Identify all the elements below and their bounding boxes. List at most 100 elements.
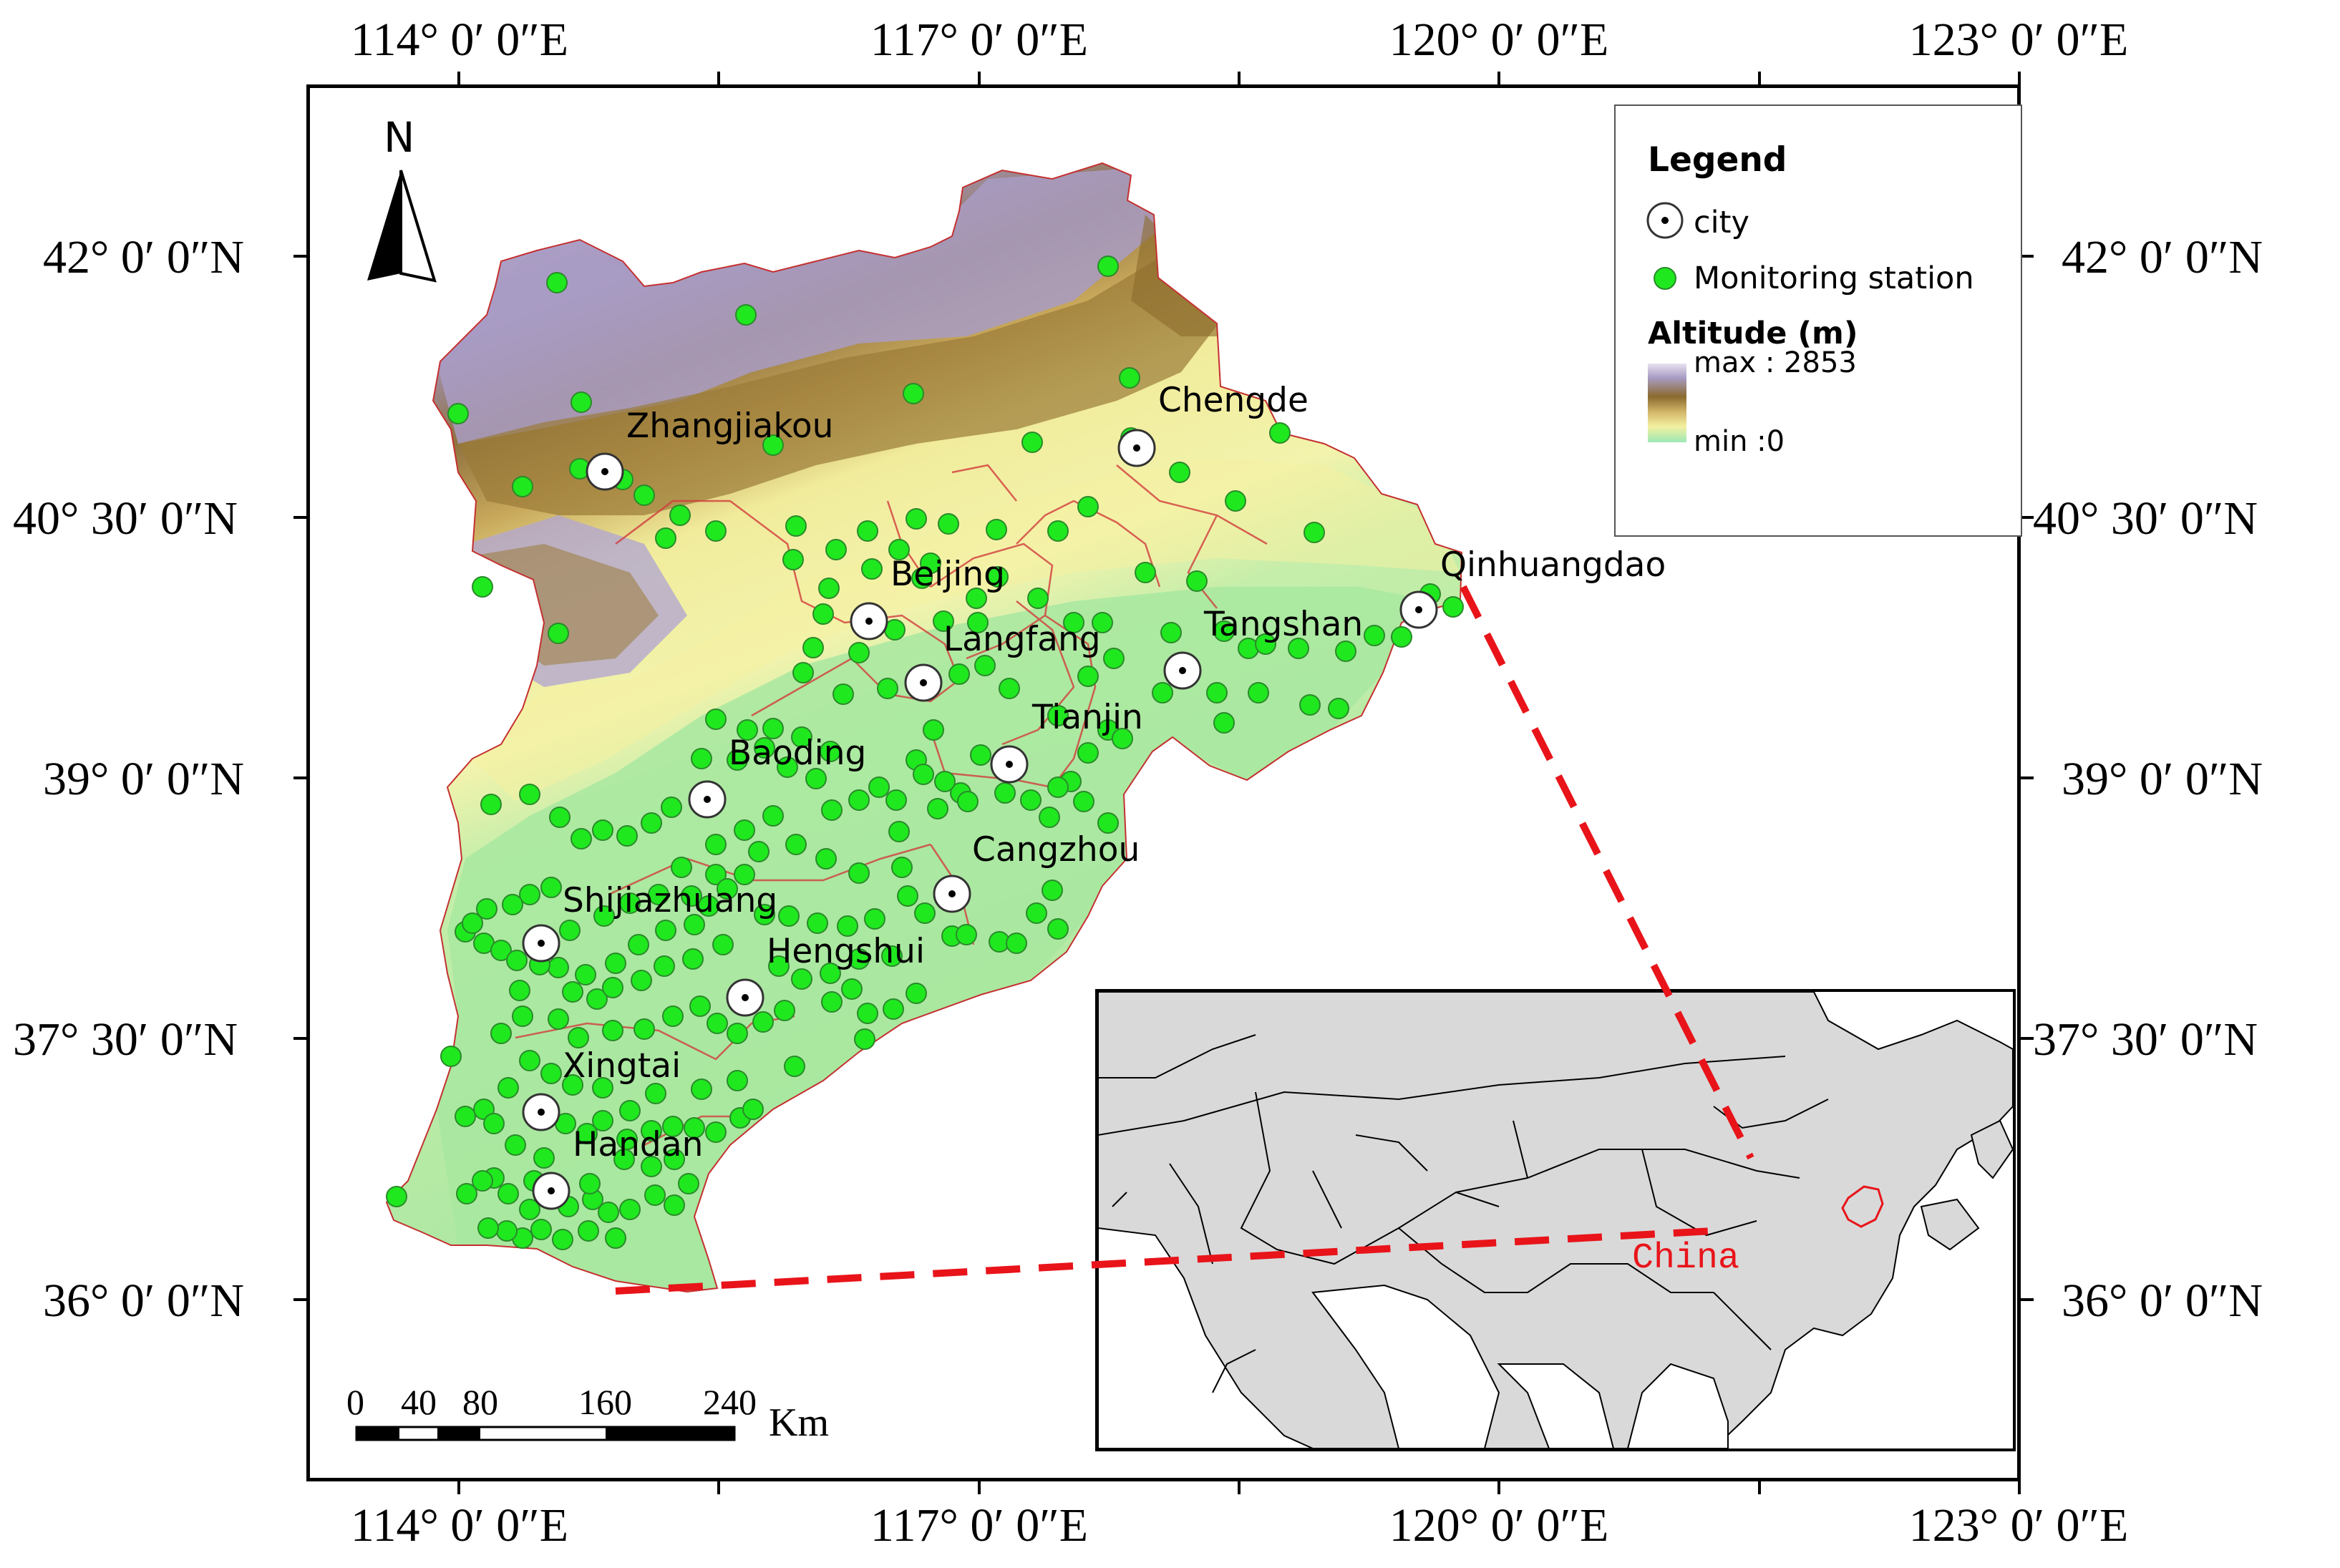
station-dot [682, 948, 704, 970]
lat-label-right-40-30: 40° 30′ 0″N [2033, 492, 2258, 545]
station-dot [705, 1121, 727, 1143]
station-dot [957, 791, 979, 812]
station-dot [1020, 789, 1042, 811]
map-frame [306, 84, 2021, 1481]
station-dot [684, 914, 705, 935]
station-dot [462, 912, 483, 934]
station-dot [1047, 520, 1069, 542]
station-dot [1042, 880, 1063, 901]
station-dot [914, 902, 936, 924]
station-dot [644, 1184, 666, 1206]
station-dot [1026, 902, 1047, 924]
station-dot [559, 920, 581, 941]
station-dot [877, 678, 898, 699]
station-dot [641, 812, 662, 834]
lat-label-left-40-30: 40° 30′ 0″N [13, 492, 238, 545]
station-dot [727, 749, 748, 771]
station-dot [1169, 462, 1190, 483]
station-dot [812, 603, 834, 625]
station-dot [476, 898, 497, 920]
station-dot [506, 950, 528, 971]
station-dot [970, 744, 991, 766]
station-dot [1027, 588, 1049, 609]
station-dot [1097, 812, 1119, 834]
station-dot [948, 663, 970, 685]
station-dot [661, 797, 682, 818]
station-dot [906, 508, 927, 530]
scale-tick-40: 40 [401, 1382, 437, 1422]
station-dot [575, 964, 596, 985]
station-dot [784, 1056, 805, 1077]
station-dot [512, 476, 533, 497]
station-dot [864, 908, 885, 930]
city-label-cangzhou: Cangzhou [972, 830, 1140, 870]
station-dot [472, 1170, 493, 1192]
station-dot [754, 737, 775, 759]
station-dot [616, 825, 638, 847]
scale-unit: Km [769, 1401, 829, 1445]
station-dot [832, 683, 854, 705]
station-dot [671, 857, 692, 878]
station-dot [579, 1173, 601, 1194]
station-dot [549, 807, 571, 828]
station-dot [456, 1183, 477, 1204]
station-dot [691, 748, 712, 769]
station-dot [1225, 490, 1246, 512]
station-dot [792, 662, 814, 683]
station-dot [1364, 625, 1385, 646]
station-dot [552, 1229, 573, 1250]
station-dot [490, 940, 512, 961]
station-dot [540, 877, 562, 898]
station-dot [891, 857, 913, 878]
lon-label-bottom-117: 117° 0′ 0″E [870, 1499, 1089, 1552]
lat-label-left-37-30: 37° 30′ 0″N [13, 1013, 238, 1066]
station-dot [1047, 705, 1069, 726]
scale-tick-240: 240 [703, 1382, 757, 1422]
station-dot [1135, 562, 1156, 583]
station-dot [727, 1070, 748, 1091]
station-dot [805, 768, 827, 789]
station-dot [1152, 682, 1173, 703]
station-dot [737, 719, 758, 741]
station-dot [1206, 682, 1228, 703]
station-dot [592, 819, 613, 841]
station-dot [1269, 422, 1291, 444]
city-label-zhangjiakou: Zhangjiakou [626, 406, 834, 446]
city-label-chengde: Chengde [1158, 381, 1309, 420]
station-dot [1299, 694, 1321, 716]
station-dot [598, 1202, 619, 1223]
inset-china-label: China [1632, 1238, 1740, 1279]
station-dot [447, 403, 469, 424]
city-label-tianjin: Tianjin [1032, 698, 1143, 737]
station-dot [519, 784, 540, 805]
station-dot [1103, 648, 1125, 669]
station-dot [480, 794, 502, 815]
station-dot [762, 434, 784, 456]
legend-max-label: max : 2853 [1694, 346, 1857, 379]
station-dot [691, 1078, 712, 1100]
station-dot [619, 892, 641, 914]
station-dot [1213, 620, 1235, 642]
station-dot [662, 1116, 684, 1137]
station-dot [602, 977, 623, 998]
station-dot [881, 945, 903, 967]
station-dot [1077, 742, 1099, 764]
inset-asia-map [1098, 992, 2013, 1448]
station-dot [586, 988, 608, 1010]
station-dot [678, 1173, 699, 1194]
station-dot [848, 789, 870, 811]
station-dot [911, 568, 933, 589]
station-dot [903, 383, 924, 404]
station-dot [571, 828, 592, 849]
station-dot [533, 1147, 555, 1169]
station-dot [1213, 712, 1235, 734]
station-dot [785, 834, 807, 855]
station-dot [592, 1110, 613, 1131]
station-dot [1039, 807, 1060, 828]
station-dot [705, 520, 727, 542]
station-dot [906, 983, 927, 1004]
legend-station-label: Monitoring station [1694, 260, 1974, 296]
lon-label-bottom-120: 120° 0′ 0″E [1389, 1499, 1609, 1552]
